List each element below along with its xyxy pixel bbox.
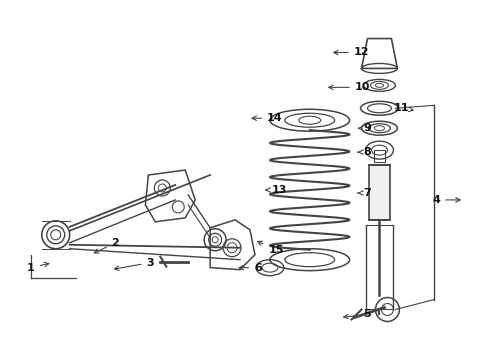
Text: 9: 9 (357, 123, 371, 133)
Text: 7: 7 (357, 188, 371, 198)
Text: 11: 11 (393, 103, 412, 113)
Text: 5: 5 (343, 310, 369, 319)
Text: 14: 14 (251, 113, 282, 123)
Text: 8: 8 (357, 147, 371, 157)
Text: 15: 15 (257, 241, 283, 255)
Text: 4: 4 (431, 195, 459, 205)
Text: 2: 2 (94, 238, 119, 253)
Text: 13: 13 (265, 185, 287, 195)
Bar (368, 165, 389, 220)
Bar (373, 150, 385, 162)
Text: 10: 10 (328, 82, 369, 93)
Text: 3: 3 (114, 258, 154, 270)
Text: 6: 6 (239, 263, 262, 273)
Text: 1: 1 (27, 262, 49, 273)
Text: 12: 12 (333, 48, 368, 58)
